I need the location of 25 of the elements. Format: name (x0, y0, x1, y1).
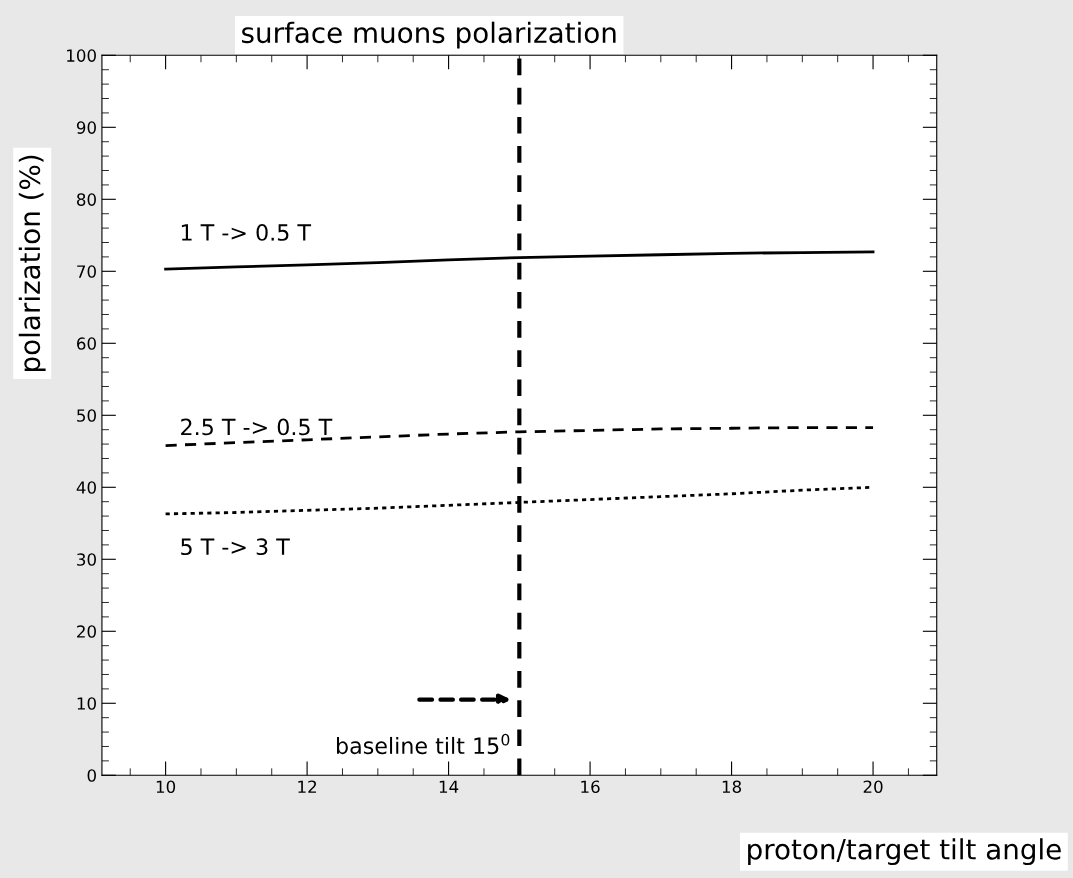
y-tick-label: 30 (77, 553, 96, 566)
x-tick-label: 16 (581, 780, 600, 794)
y-tick-label: 20 (77, 625, 96, 638)
y-tick-label: 70 (77, 265, 96, 278)
chart-title: surface muons polarization (242, 21, 616, 49)
x-tick-label: 20 (863, 780, 883, 794)
x-tick-label: 18 (722, 780, 742, 794)
x-tick-label: 10 (156, 780, 176, 794)
y-tick-label: 60 (77, 337, 96, 350)
y-axis-title: polarization (%) (18, 155, 46, 371)
x-tick-label: 12 (298, 780, 317, 793)
ref-line-label: baseline tilt 15$^{0}$ (337, 733, 510, 755)
y-tick-label: 90 (76, 121, 96, 134)
y-tick-label: 0 (87, 769, 96, 782)
y-tick-label: 40 (76, 481, 96, 494)
x-axis-title: proton/target tilt angle (748, 838, 1061, 866)
x-tick-label: 14 (439, 780, 459, 793)
y-tick-label: 80 (77, 193, 96, 206)
series-label: 5 T -> 3 T (181, 538, 290, 556)
y-tick-label: 100 (67, 49, 96, 62)
y-tick-label: 10 (77, 697, 96, 710)
line-series (164, 250, 875, 271)
y-tick-label: 50 (77, 409, 96, 422)
series-label: 2.5 T -> 0.5 T (181, 418, 333, 436)
series-label: 1 T -> 0.5 T (181, 224, 312, 241)
